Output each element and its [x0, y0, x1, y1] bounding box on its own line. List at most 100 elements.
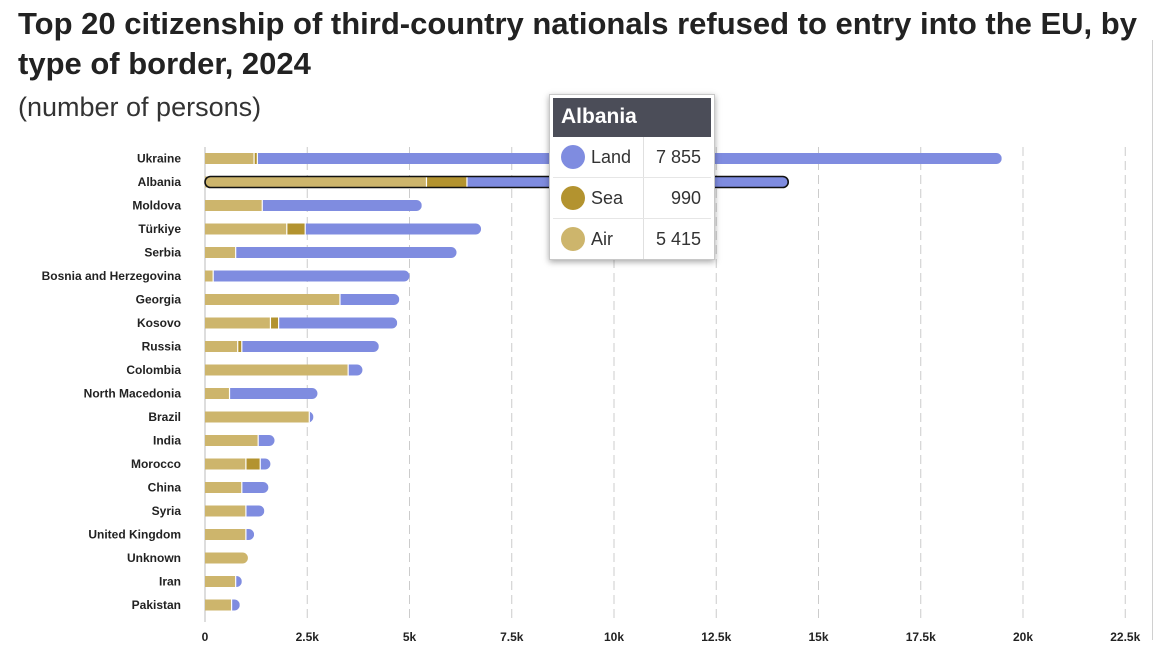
bar-group[interactable] — [205, 529, 255, 540]
bar-segment-air[interactable] — [205, 458, 246, 470]
category-label: Unknown — [127, 551, 181, 565]
bar-segment-land[interactable] — [241, 341, 379, 352]
bar-segment-land[interactable] — [235, 576, 242, 587]
category-labels: Ukraine Albania Moldova Türkiye Serbia Bosnia… — [42, 152, 182, 613]
bar-segment-sea[interactable] — [245, 458, 261, 470]
bar-group[interactable] — [205, 435, 275, 446]
bar-segment-land[interactable] — [245, 529, 255, 540]
bar-segment-air[interactable] — [205, 247, 236, 258]
bar-segment-air[interactable] — [205, 153, 255, 164]
bar-segment-air[interactable] — [205, 223, 287, 235]
x-tick-label: 10k — [604, 630, 624, 644]
bar-segment-air[interactable] — [205, 294, 340, 305]
bar-segment-land[interactable] — [229, 388, 318, 399]
bar-segment-land[interactable] — [339, 294, 400, 305]
category-label: Türkiye — [138, 222, 181, 236]
grid-lines — [204, 147, 1126, 622]
bar-segment-land[interactable] — [260, 458, 271, 470]
bar-group[interactable] — [205, 247, 457, 258]
bar-group[interactable] — [205, 270, 410, 282]
bar-segment-air[interactable] — [205, 435, 259, 446]
category-label: Kosovo — [137, 316, 181, 330]
category-label: Ukraine — [137, 152, 181, 166]
chart-subtitle: (number of persons) — [18, 92, 262, 122]
category-label: United Kingdom — [88, 528, 181, 542]
bar-segment-air[interactable] — [205, 200, 263, 211]
bar-segment-sea[interactable] — [270, 317, 279, 329]
land-legend-dot — [561, 145, 585, 169]
bar-group[interactable] — [205, 294, 400, 305]
bar-group[interactable] — [205, 388, 318, 399]
x-tick-label: 17.5k — [906, 630, 936, 644]
bar-group[interactable] — [205, 223, 482, 235]
bar-segment-land[interactable] — [258, 435, 275, 446]
bar-group[interactable] — [205, 505, 265, 517]
bar-segment-sea[interactable] — [254, 153, 258, 164]
bar-segment-land[interactable] — [278, 317, 398, 329]
category-label: Russia — [142, 340, 182, 354]
category-label: Bosnia and Herzegovina — [42, 269, 182, 283]
bar-segment-air[interactable] — [205, 411, 310, 423]
category-label: Colombia — [126, 363, 181, 377]
x-axis-ticks: 0 2.5k 5k 7.5k 10k 12.5k 15k 17.5k 20k 22.5k — [202, 630, 1141, 644]
bar-segment-sea[interactable] — [426, 176, 467, 188]
bar-segment-air[interactable] — [205, 599, 232, 611]
bar-segment-air[interactable] — [205, 364, 349, 376]
bar-segment-air[interactable] — [205, 341, 238, 352]
bar-segment-air[interactable] — [205, 505, 246, 517]
bar-group[interactable] — [205, 482, 269, 493]
bar-segment-land[interactable] — [309, 411, 314, 423]
bar-group[interactable] — [205, 364, 363, 376]
category-label: Morocco — [131, 457, 181, 471]
bar-segment-land[interactable] — [213, 270, 410, 282]
bar-segment-air[interactable] — [205, 576, 236, 587]
bar-segment-air[interactable] — [205, 270, 214, 282]
category-label: Pakistan — [132, 598, 181, 612]
bar-segment-air[interactable] — [205, 482, 242, 493]
bar-segment-land[interactable] — [241, 482, 269, 493]
bar-segment-air[interactable] — [205, 529, 246, 540]
bar-segment-air[interactable] — [205, 388, 230, 399]
bar-segment-land[interactable] — [262, 200, 422, 211]
bar-segment-land[interactable] — [305, 223, 482, 235]
bar-segment-air[interactable] — [205, 176, 427, 188]
tooltip-row-air: Air 5 415 — [553, 219, 711, 259]
bar-group[interactable] — [205, 599, 240, 611]
tooltip: Albania Land 7 855 Sea 990 Air 5 415 — [549, 94, 715, 260]
tooltip-series-name: Sea — [591, 178, 644, 218]
bar-segment-land[interactable] — [231, 599, 240, 611]
bar-segment-air[interactable] — [205, 552, 248, 564]
x-tick-label: 7.5k — [500, 630, 524, 644]
bar-segment-land[interactable] — [245, 505, 265, 517]
bar-group[interactable] — [205, 458, 271, 470]
x-tick-label: 15k — [808, 630, 828, 644]
tooltip-series-value: 7 855 — [655, 146, 701, 167]
category-label: Brazil — [148, 410, 181, 424]
category-label: China — [148, 481, 182, 495]
category-label: North Macedonia — [84, 387, 182, 401]
bar-group[interactable] — [205, 317, 398, 329]
tooltip-series-name: Air — [591, 219, 644, 259]
tooltip-series-value: 990 — [670, 187, 701, 208]
air-legend-dot — [561, 227, 585, 251]
bar-segment-air[interactable] — [205, 317, 271, 329]
bar-group[interactable] — [205, 341, 379, 352]
category-label: Syria — [152, 504, 182, 518]
category-label: Georgia — [136, 293, 182, 307]
category-label: Serbia — [144, 246, 181, 260]
bar-segment-land[interactable] — [235, 247, 457, 258]
bar-segment-sea[interactable] — [237, 341, 242, 352]
bar-segment-sea[interactable] — [286, 223, 306, 235]
chart-title: Top 20 citizenship of third-country nati… — [18, 6, 1137, 81]
x-tick-label: 0 — [202, 630, 209, 644]
category-label: Iran — [159, 575, 181, 589]
bar-group[interactable] — [205, 411, 314, 423]
category-label: India — [153, 434, 181, 448]
tooltip-series-name: Land — [591, 137, 644, 177]
tooltip-row-land: Land 7 855 — [553, 137, 711, 178]
bar-group[interactable] — [205, 576, 242, 587]
x-tick-label: 5k — [403, 630, 417, 644]
bar-group[interactable] — [205, 200, 422, 211]
bar-segment-land[interactable] — [348, 364, 363, 376]
bar-group[interactable] — [205, 552, 248, 564]
